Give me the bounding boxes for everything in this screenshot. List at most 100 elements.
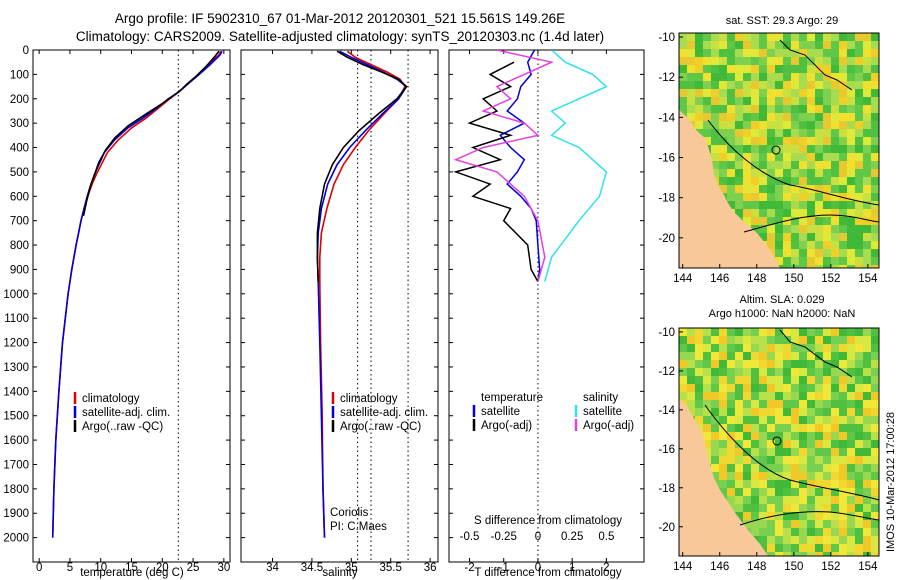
map-cell [759,169,768,178]
map-cell [807,552,816,556]
map-cell [823,169,832,178]
map-cell [719,97,728,106]
map-cell [839,265,848,268]
map-cell [767,424,776,433]
map-cell [831,105,840,114]
map-cell [735,408,744,417]
map-cell [847,384,856,393]
map-cell [783,137,792,146]
map-cell [719,129,728,138]
map-cell [791,544,800,553]
map-cell [863,384,872,393]
map-cell [759,512,768,521]
map-cell [855,209,864,218]
map-cell [871,177,879,186]
map-cell [823,344,832,353]
map-cell [703,448,712,457]
map-cell [711,73,720,82]
map-cell [839,512,848,521]
map-cell [831,416,840,425]
map-cell [751,344,760,353]
map-cell [799,177,808,186]
map-cell [783,536,792,545]
map-cell [743,392,752,401]
map-cell [711,113,720,122]
depth-tick-label: 1600 [3,435,29,447]
map-cell [791,49,800,58]
map-cell [727,49,736,58]
map-cell [711,336,720,345]
map-cell [703,33,712,42]
longitude-tick-label: 144 [673,273,693,285]
map-cell [799,201,808,210]
map-cell [679,105,688,114]
map-cell [807,153,816,162]
map-cell [807,432,816,441]
map-cell [783,520,792,529]
map-cell [743,185,752,194]
map-cell [791,161,800,170]
map-cell [791,65,800,74]
map-cell [751,360,760,369]
map-cell [863,145,872,154]
map-cell [815,456,824,465]
map-cell [823,456,832,465]
map-cell [767,161,776,170]
map-cell [767,496,776,505]
legend-temperature-title: temperature [481,392,543,404]
map-cell [783,65,792,74]
map-cell [863,257,872,266]
map-cell [815,432,824,441]
map-cell [807,129,816,138]
map-cell [799,105,808,114]
map-cell [679,41,688,50]
salinity-panel: 34 34.5 35 35.5 36 climatology satellite-adj… [240,49,439,579]
map-cell [831,528,840,537]
map-cell [735,137,744,146]
map-cell [783,233,792,242]
map-cell [759,201,768,210]
latitude-tick-label: -12 [658,72,675,84]
map-cell [839,408,848,417]
map-cell [823,137,832,146]
map-cell [735,400,744,409]
map-cell [767,544,776,553]
map-cell [847,376,856,385]
map-cell [823,73,832,82]
map-cell [751,121,760,130]
depth-tick-label: 300 [10,118,29,130]
map-cell [791,360,800,369]
map-cell [831,464,840,473]
map-cell [839,472,848,481]
map-cell [783,344,792,353]
map-cell [767,137,776,146]
map-cell [863,73,872,82]
map-cell [719,448,728,457]
map-cell [703,328,712,337]
map-cell [839,544,848,553]
map-cell [767,448,776,457]
salinity-tick-label: 35.5 [380,562,402,574]
map-cell [815,265,824,268]
map-cell [847,233,856,242]
map-cell [823,193,832,202]
map-cell [727,456,736,465]
map-cell [727,408,736,417]
map-cell [807,360,816,369]
map-cell [751,97,760,106]
map-cell [855,201,864,210]
map-cell [791,496,800,505]
map-cell [815,328,824,337]
map-cell [807,121,816,130]
map-cell [815,217,824,226]
map-cell [799,464,808,473]
map-cell [815,161,824,170]
map-cell [767,145,776,154]
map-cell [767,360,776,369]
map-cell [839,536,848,545]
map-cell [847,121,856,130]
map-cell [783,81,792,90]
map-cell [855,153,864,162]
map-cell [783,376,792,385]
map-cell [831,57,840,66]
